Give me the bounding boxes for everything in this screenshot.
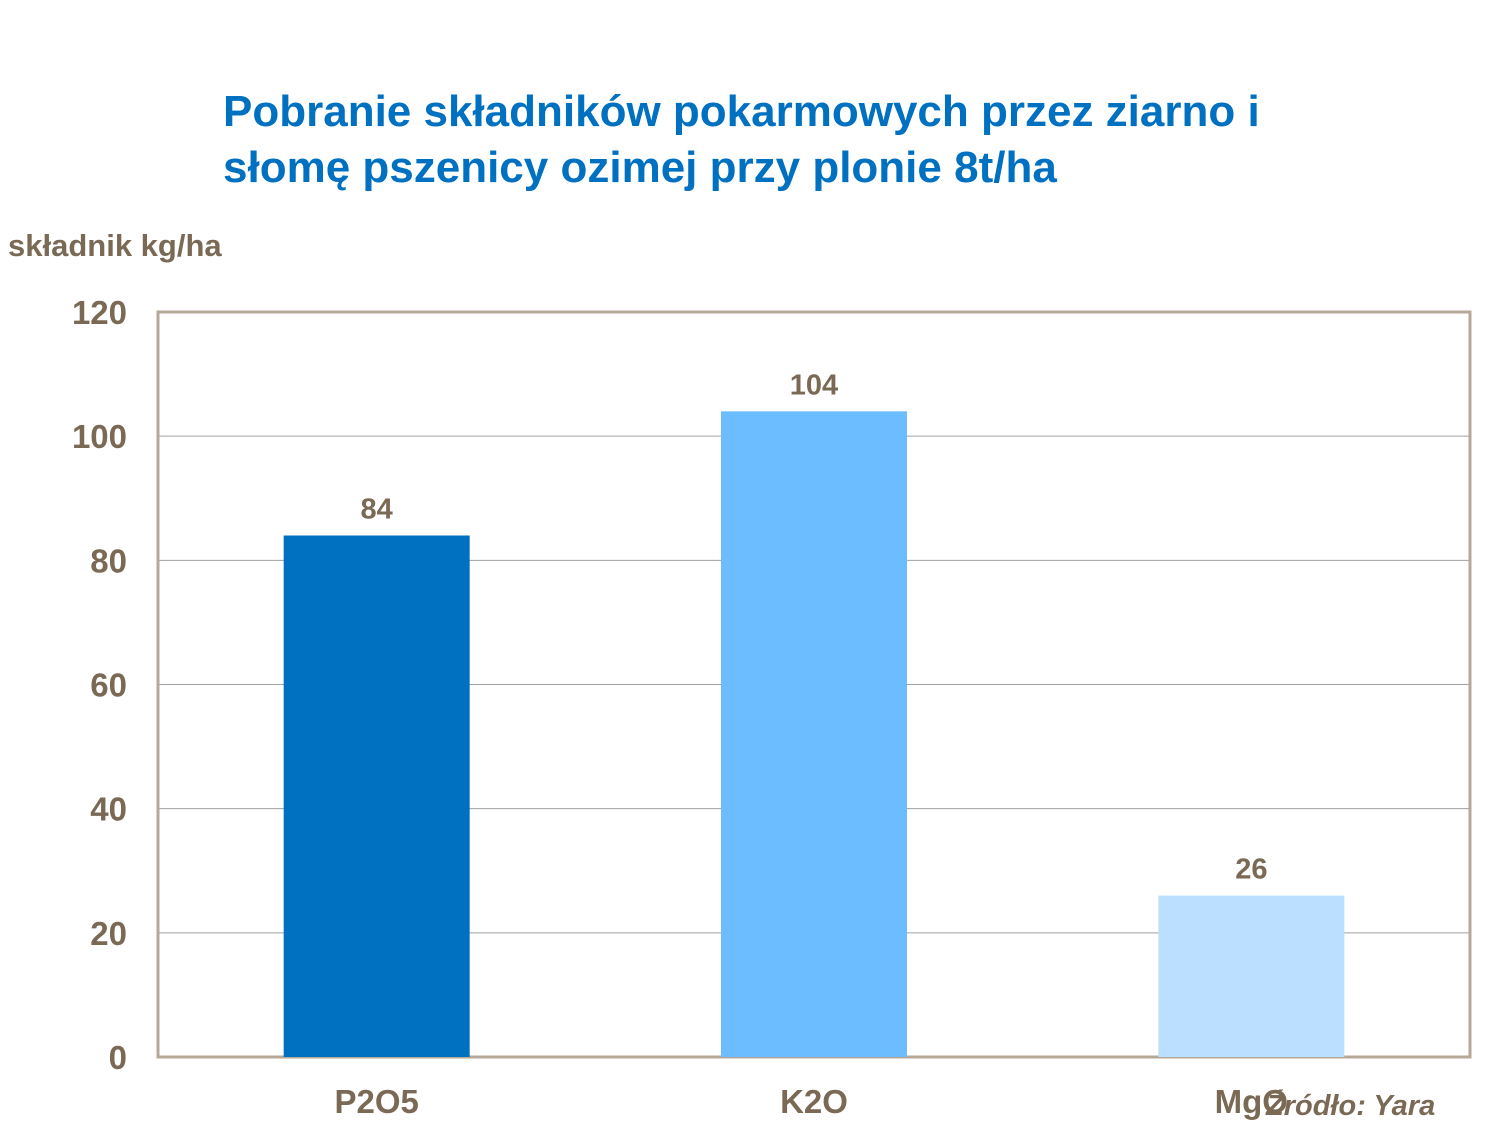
x-tick-label: MgO — [1215, 1083, 1288, 1120]
bar — [1158, 895, 1345, 1057]
chart-title-line-1: Pobranie składników pokarmowych przez zi… — [223, 87, 1260, 136]
y-tick-label: 120 — [72, 294, 127, 331]
y-tick-label: 20 — [90, 915, 127, 952]
y-tick-label: 60 — [90, 667, 127, 704]
chart-title: Pobranie składników pokarmowych przez zi… — [223, 84, 1473, 196]
x-tick-label: P2O5 — [334, 1083, 418, 1120]
y-tick-label: 0 — [109, 1039, 127, 1076]
x-tick-label: K2O — [780, 1083, 848, 1120]
y-axis-label: składnik kg/ha — [8, 228, 222, 263]
bar — [283, 535, 470, 1057]
data-label: 84 — [361, 494, 393, 526]
data-label: 104 — [790, 369, 838, 401]
y-tick-label: 40 — [90, 791, 127, 828]
chart-title-line-2: słomę pszenicy ozimej przy plonie 8t/ha — [223, 143, 1057, 192]
y-tick-label: 100 — [72, 418, 127, 455]
y-tick-label: 80 — [90, 542, 127, 579]
data-label: 26 — [1235, 854, 1267, 886]
source-note: Źródło: Yara — [1266, 1090, 1436, 1122]
bar — [721, 411, 907, 1057]
